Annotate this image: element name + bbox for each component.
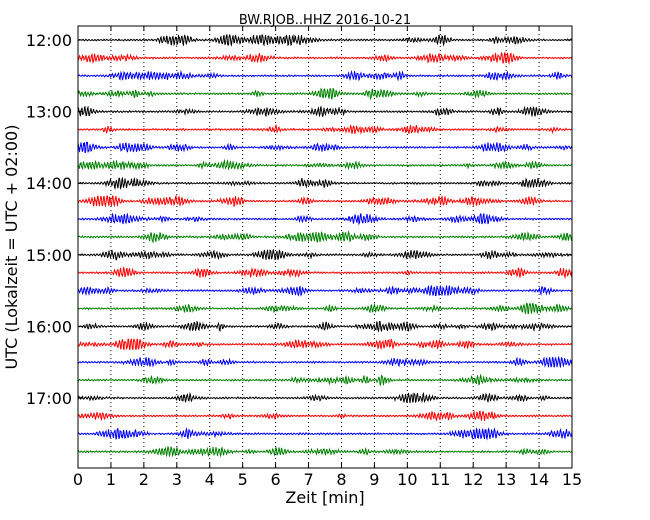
trace-1415 (77, 194, 573, 208)
x-tick-label-5: 5 (238, 470, 248, 489)
trace-1600 (77, 320, 573, 333)
trace-1715 (77, 409, 573, 422)
trace-1615 (77, 338, 573, 351)
trace-1230 (77, 69, 573, 82)
x-tick-label-4: 4 (205, 470, 215, 489)
x-tick-label-6: 6 (271, 470, 281, 489)
y-tick-label-4: 16:00 (26, 317, 72, 336)
trace-1430 (77, 212, 573, 226)
trace-1215 (77, 51, 573, 65)
trace-1400 (77, 176, 573, 191)
y-tick-label-5: 17:00 (26, 389, 72, 408)
traces (77, 33, 573, 458)
x-tick-label-15: 15 (562, 470, 582, 489)
x-axis-label: Zeit [min] (285, 488, 364, 507)
x-tick-label-11: 11 (430, 470, 450, 489)
x-tick-label-0: 0 (73, 470, 83, 489)
plot-frame (77, 25, 573, 469)
y-axis-label: UTC (Lokalzeit = UTC + 02:00) (2, 125, 21, 370)
x-tick-label-9: 9 (369, 470, 379, 489)
trace-1245 (77, 87, 573, 101)
x-tick-label-13: 13 (496, 470, 516, 489)
y-tick-label-1: 13:00 (26, 103, 72, 122)
trace-1730 (77, 427, 573, 441)
chart-title: BW.RJOB..HHZ 2016-10-21 (239, 13, 411, 28)
y-tick-label-0: 12:00 (26, 31, 72, 50)
trace-1700 (77, 391, 573, 404)
x-tick-labels: 0 1 2 3 4 5 6 7 8 9 10 11 12 13 14 15 (73, 470, 582, 489)
trace-1530 (77, 284, 573, 297)
trace-1315 (77, 124, 573, 135)
trace-1745 (77, 445, 573, 458)
grid-lines (110, 26, 540, 468)
axis-ticks (77, 26, 573, 468)
x-tick-label-8: 8 (336, 470, 346, 489)
trace-1645 (77, 373, 573, 387)
trace-1200 (77, 33, 573, 47)
x-tick-label-2: 2 (139, 470, 149, 489)
trace-1345 (77, 158, 573, 171)
trace-1500 (77, 248, 573, 261)
y-tick-label-3: 15:00 (26, 246, 72, 265)
trace-1515 (77, 266, 573, 280)
x-tick-label-7: 7 (303, 470, 313, 489)
trace-1445 (77, 230, 573, 244)
x-tick-label-3: 3 (172, 470, 182, 489)
y-tick-label-2: 14:00 (26, 174, 72, 193)
trace-1330 (77, 141, 573, 153)
trace-1300 (77, 105, 573, 118)
x-tick-label-14: 14 (529, 470, 549, 489)
trace-1630 (77, 355, 573, 369)
x-tick-label-12: 12 (463, 470, 483, 489)
x-tick-label-1: 1 (106, 470, 116, 489)
y-tick-labels: 12:00 13:00 14:00 15:00 16:00 17:00 (26, 31, 72, 408)
trace-1545 (77, 302, 573, 315)
x-tick-label-10: 10 (397, 470, 417, 489)
